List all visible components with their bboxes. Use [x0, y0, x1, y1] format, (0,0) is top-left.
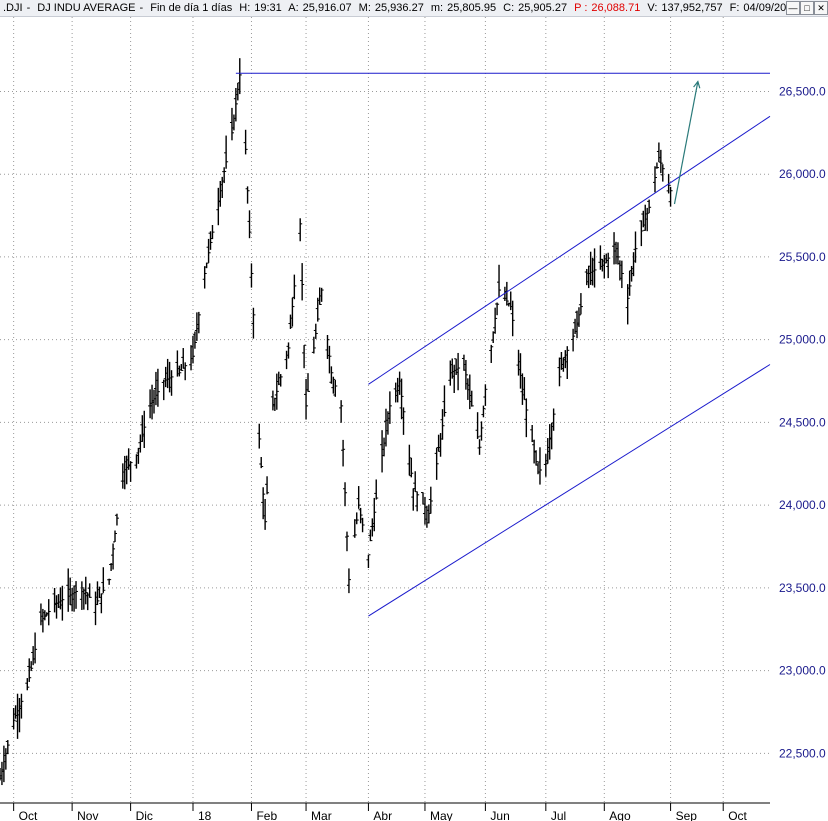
- trend-lines: [235, 72, 771, 617]
- y-tick-label: 23,000.0: [779, 664, 826, 678]
- x-tick-label: Sep: [676, 809, 698, 821]
- h-value: 19:31: [254, 2, 282, 14]
- arrow-head-icon: [693, 80, 701, 89]
- y-tick-label: 25,000.0: [779, 333, 826, 347]
- f-value: 04/09/2018: [743, 2, 799, 14]
- p-label: P :: [574, 2, 588, 14]
- y-tick-label: 24,000.0: [779, 498, 826, 512]
- x-tick-label: Dic: [136, 809, 153, 821]
- x-tick-label: Jul: [551, 809, 566, 821]
- forecast-arrow: [673, 81, 699, 205]
- x-tick-label: Feb: [256, 809, 277, 821]
- v-value: 137,952,757: [661, 2, 723, 14]
- x-tick-label: Jun: [490, 809, 509, 821]
- minimize-icon[interactable]: —: [786, 1, 800, 15]
- grid: [0, 17, 770, 811]
- channel-lower-line: [368, 364, 771, 617]
- min-label: m:: [430, 2, 444, 14]
- chart-title-bar: .DJI - DJ INDU AVERAGE - Fin de día 1 días…: [0, 0, 828, 17]
- x-tick-label: Nov: [77, 809, 98, 821]
- y-tick-label: 22,500.0: [779, 746, 826, 760]
- period-label: Fin de día 1 días: [150, 2, 233, 14]
- x-tick-label: Abr: [373, 809, 392, 821]
- y-axis-labels: 22,500.0 23,000.0 23,500.0 24,000.0 24,500.0…: [779, 84, 826, 760]
- maximize-icon[interactable]: □: [800, 1, 814, 15]
- a-label: A:: [288, 2, 299, 14]
- c-value: 25,905.27: [518, 2, 568, 14]
- x-tick-label: 18: [198, 809, 212, 821]
- v-label: V:: [647, 2, 658, 14]
- price-bars: [0, 58, 673, 786]
- close-icon[interactable]: ✕: [814, 1, 828, 15]
- f-label: F:: [729, 2, 740, 14]
- y-tick-label: 26,500.0: [779, 84, 826, 98]
- c-label: C:: [503, 2, 515, 14]
- instrument-name: DJ INDU AVERAGE: [37, 2, 136, 14]
- y-tick-label: 25,500.0: [779, 250, 826, 264]
- x-tick-label: May: [430, 809, 453, 821]
- min-value: 25,805.95: [447, 2, 497, 14]
- p-value: 26,088.71: [591, 2, 641, 14]
- x-axis-labels: Oct Nov Dic 18 Feb Mar Abr May Jun Jul Ago Sep Oct: [19, 809, 748, 821]
- x-tick-label: Mar: [311, 809, 332, 821]
- channel-upper-line: [368, 115, 771, 385]
- y-tick-label: 24,500.0: [779, 415, 826, 429]
- a-value: 25,916.07: [302, 2, 352, 14]
- x-tick-label: Oct: [728, 809, 747, 821]
- price-chart[interactable]: 22,500.0 23,000.0 23,500.0 24,000.0 24,500.0…: [0, 17, 828, 821]
- h-label: H:: [239, 2, 251, 14]
- y-tick-label: 23,500.0: [779, 581, 826, 595]
- m-value: 25,936.27: [374, 2, 424, 14]
- x-tick-label: Oct: [19, 809, 38, 821]
- symbol-label: .DJI: [3, 2, 23, 14]
- m-label: M:: [358, 2, 371, 14]
- y-tick-label: 26,000.0: [779, 167, 826, 181]
- x-tick-label: Ago: [609, 809, 631, 821]
